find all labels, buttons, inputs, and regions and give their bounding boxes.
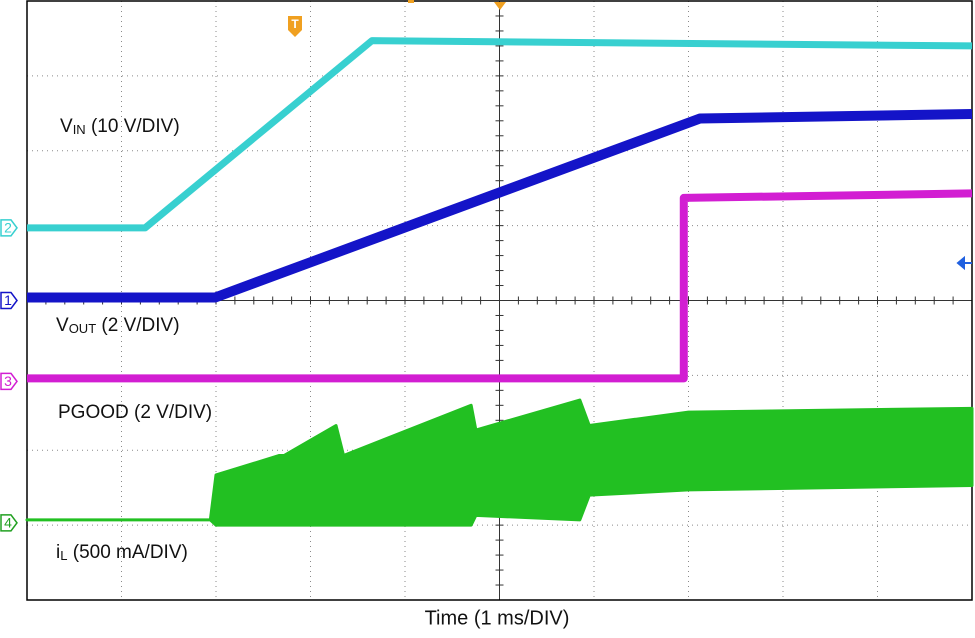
channel-marker	[0, 219, 18, 237]
channel-marker	[0, 372, 18, 391]
trace	[27, 37, 973, 232]
annotation-main: V	[60, 116, 73, 137]
annotation-main: V	[56, 315, 69, 336]
channel-label: 1	[4, 292, 12, 308]
trigger-position	[494, 2, 506, 10]
annotation-sub: OUT	[69, 321, 97, 336]
marker	[408, 0, 414, 3]
annotation-sub: L	[60, 548, 67, 563]
channel-label: 3	[4, 373, 12, 389]
channel-marker	[0, 291, 18, 310]
annotation: VOUT (2 V/DIV)	[56, 315, 180, 336]
trigger-label: T	[291, 17, 299, 31]
trigger-box	[288, 16, 302, 37]
annotation-main: PGOOD (2 V/DIV)	[58, 402, 212, 423]
annotation-rest: (2 V/DIV)	[96, 315, 179, 336]
annotation-rest: (500 mA/DIV)	[67, 542, 187, 563]
annotation-sub: IN	[73, 122, 86, 137]
level-arrow	[956, 255, 972, 271]
channel-label: 4	[4, 515, 12, 531]
channel-label: 2	[4, 220, 12, 236]
annotation: VIN (10 V/DIV)	[60, 116, 180, 137]
annotation: iL (500 mA/DIV)	[56, 542, 188, 563]
current-band	[25, 398, 974, 527]
x-axis-label: Time (1 ms/DIV)	[425, 607, 570, 629]
trace	[27, 109, 973, 303]
annotation-rest: (10 V/DIV)	[86, 116, 180, 137]
channel-marker	[0, 514, 18, 532]
trace	[27, 189, 973, 383]
annotation-main: i	[56, 542, 60, 563]
annotation: PGOOD (2 V/DIV)	[58, 402, 212, 423]
